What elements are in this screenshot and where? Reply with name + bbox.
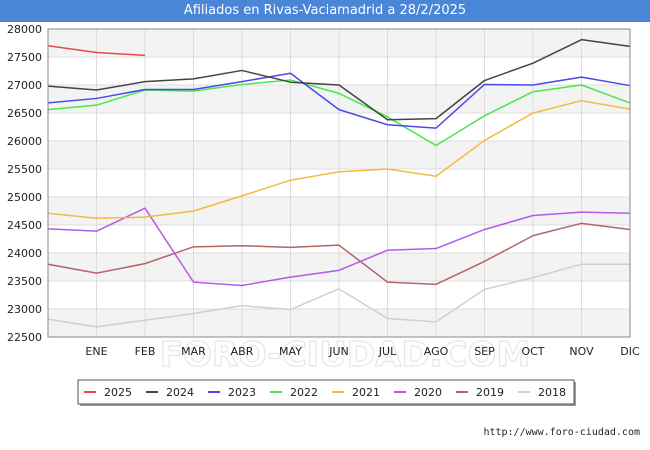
y-tick-label: 23000 bbox=[7, 303, 42, 316]
legend-label-2018: 2018 bbox=[538, 386, 566, 399]
legend-label-2023: 2023 bbox=[228, 386, 256, 399]
plot-border bbox=[47, 28, 631, 338]
y-tick-label: 27000 bbox=[7, 79, 42, 92]
legend-label-2025: 2025 bbox=[104, 386, 132, 399]
legend-label-2021: 2021 bbox=[352, 386, 380, 399]
series-line-2023 bbox=[47, 72, 631, 129]
x-tick-label: AGO bbox=[424, 345, 449, 358]
legend: 2025 2024 2023 2022 2021 2020 2019 2018 bbox=[77, 379, 576, 406]
y-tick-label: 26500 bbox=[7, 107, 42, 120]
series-lines bbox=[47, 38, 631, 328]
x-tick-label: JUL bbox=[378, 345, 397, 358]
y-tick-label: 25000 bbox=[7, 191, 42, 204]
y-tick-label: 22500 bbox=[7, 331, 42, 344]
x-tick-label: NOV bbox=[569, 345, 594, 358]
series-line-2019 bbox=[47, 222, 631, 286]
chart-title: Afiliados en Rivas-Vaciamadrid a 28/2/20… bbox=[0, 0, 650, 22]
x-tick-label: MAR bbox=[181, 345, 206, 358]
legend-label-2019: 2019 bbox=[476, 386, 504, 399]
x-axis-tick-labels: ENE FEB MAR ABR MAY JUN JUL AGO SEP OCT NOV DIC bbox=[85, 345, 640, 358]
legend-label-2020: 2020 bbox=[414, 386, 442, 399]
source-url: http://www.foro-ciudad.com bbox=[483, 427, 640, 438]
y-tick-label: 24000 bbox=[7, 247, 42, 260]
series-line-2021 bbox=[47, 99, 631, 220]
y-axis-tick-labels: 22500 23000 23500 24000 24500 25000 25500 26000… bbox=[7, 23, 42, 344]
y-tick-label: 27500 bbox=[7, 51, 42, 64]
watermark: FORO-CIUDAD.COM bbox=[160, 335, 531, 375]
legend-label-2022: 2022 bbox=[290, 386, 318, 399]
series-line-2020 bbox=[47, 207, 631, 287]
x-tick-label: DIC bbox=[620, 345, 640, 358]
y-tick-label: 26000 bbox=[7, 135, 42, 148]
series-line-2018 bbox=[47, 263, 630, 328]
x-tick-label: FEB bbox=[135, 345, 156, 358]
x-tick-label: MAY bbox=[279, 345, 302, 358]
series-line-2024 bbox=[47, 38, 631, 121]
x-tick-label: JUN bbox=[328, 345, 349, 358]
x-tick-label: ABR bbox=[231, 345, 254, 358]
y-tick-label: 23500 bbox=[7, 275, 42, 288]
series-line-2025 bbox=[47, 45, 146, 57]
y-tick-label: 28000 bbox=[7, 23, 42, 36]
y-tick-label: 24500 bbox=[7, 219, 42, 232]
legend-box bbox=[77, 379, 575, 405]
x-tick-label: OCT bbox=[521, 345, 544, 358]
x-tick-label: ENE bbox=[85, 345, 107, 358]
y-tick-label: 25500 bbox=[7, 163, 42, 176]
x-tick-label: SEP bbox=[474, 345, 495, 358]
legend-label-2024: 2024 bbox=[166, 386, 194, 399]
